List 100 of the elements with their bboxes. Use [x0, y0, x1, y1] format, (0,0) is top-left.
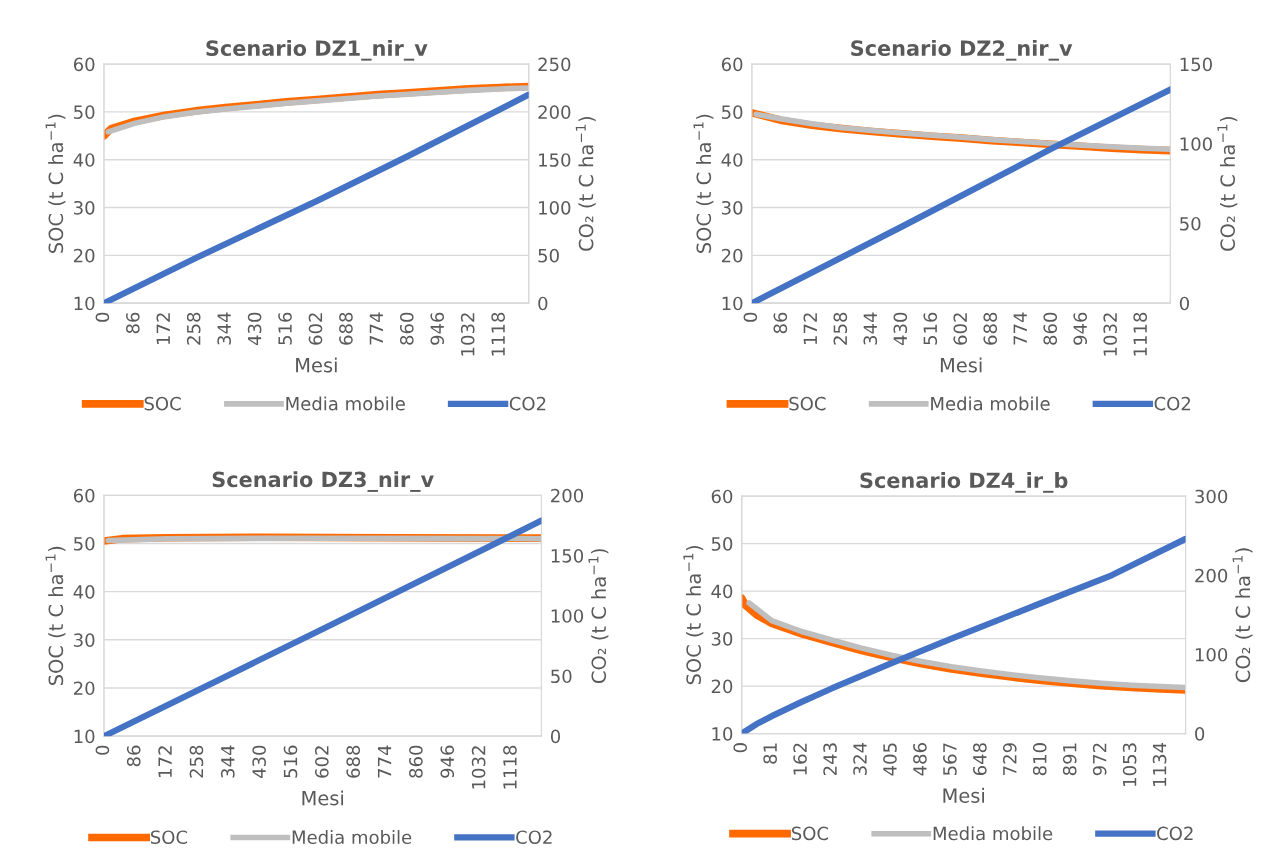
y-tick-label: 40: [711, 584, 733, 599]
x-tick-label: 688: [339, 312, 353, 345]
x-tick-label: 860: [409, 745, 423, 778]
legend-label: CO2: [1157, 826, 1193, 841]
y-axis-title: SOC (t C ha$^{−1}$): [693, 114, 714, 253]
y2-axis-title: CO₂ (t C ha$^{−1}$): [1217, 117, 1238, 251]
x-tick-label: 1053: [1122, 743, 1137, 786]
x-tick-label: 891: [1062, 743, 1077, 776]
y-axis-title: SOC (t C ha$^{−1}$): [683, 545, 704, 685]
x-tick-label: 774: [369, 312, 383, 345]
x-tick-label: 810: [1032, 743, 1047, 776]
x-tick-label: 0: [95, 312, 110, 322]
chart-title: Scenario DZ4_ir_b: [860, 472, 1068, 493]
y-tick-label: 40: [73, 153, 95, 167]
x-tick-label: 0: [743, 312, 758, 322]
x-tick-label: 1118: [1133, 312, 1148, 356]
y-tick-label: 60: [711, 489, 733, 504]
y2-tick-label: 50: [1180, 216, 1201, 231]
chart-title: Scenario DZ1_nir_v: [206, 39, 428, 61]
chart-title: Scenario DZ3_nir_v: [212, 471, 434, 492]
x-tick-label: 243: [823, 743, 837, 776]
y-tick-label: 60: [73, 57, 95, 72]
legend-label: SOC: [789, 396, 826, 411]
x-tick-label: 946: [1073, 312, 1088, 345]
x-tick-label: 729: [1002, 743, 1017, 775]
y2-tick-label: 200: [538, 105, 571, 119]
x-tick-label: 516: [278, 312, 292, 345]
legend-label: CO2: [1154, 396, 1191, 411]
y2-tick-label: 250: [538, 57, 571, 72]
x-tick-label: 86: [126, 312, 140, 334]
x-tick-label: 86: [126, 745, 141, 767]
x-tick-label: 860: [399, 312, 414, 345]
x-tick-label: 0: [733, 743, 748, 753]
y-tick-label: 10: [74, 729, 95, 744]
y2-axis-title: CO₂ (t C ha$^{−1}$): [588, 549, 609, 683]
y-tick-label: 30: [711, 632, 733, 646]
legend-label: Media mobile: [286, 396, 405, 411]
x-tick-label: 405: [883, 743, 897, 776]
y-axis-title: SOC (t C ha$^{−1}$): [45, 546, 66, 686]
y2-tick-label: 100: [551, 609, 584, 623]
y-tick-label: 40: [73, 585, 95, 599]
y2-tick-label: 100: [539, 200, 571, 215]
legend-label: Media mobile: [933, 826, 1053, 841]
y-tick-label: 20: [721, 248, 743, 263]
x-tick-label: 344: [863, 312, 878, 345]
x-tick-label: 344: [220, 745, 235, 778]
x-tick-label: 172: [803, 313, 817, 344]
x-tick-label: 324: [853, 742, 867, 776]
y2-axis-title: CO₂ (t C ha$^{−1}$): [575, 117, 596, 251]
y2-tick-label: 50: [538, 248, 559, 263]
x-tick-label: 567: [943, 743, 957, 775]
x-tick-label: 516: [923, 312, 938, 345]
x-tick-label: 486: [913, 743, 927, 776]
y2-tick-label: 0: [1179, 296, 1189, 311]
legend-label: SOC: [150, 830, 188, 845]
y-tick-label: 10: [722, 296, 743, 311]
x-tick-label: 1118: [503, 745, 517, 789]
y2-tick-label: 300: [1195, 489, 1228, 504]
x-tick-label: 430: [252, 745, 266, 779]
x-tick-label: 81: [763, 743, 777, 764]
y-tick-label: 40: [721, 153, 743, 167]
x-tick-label: 1118: [491, 312, 505, 356]
y-tick-label: 50: [722, 105, 743, 119]
x-tick-label: 430: [893, 312, 908, 346]
y2-axis-title: CO₂ (t C ha$^{−1}$): [1232, 548, 1253, 683]
x-tick-label: 860: [1043, 312, 1058, 345]
legend-label: Media mobile: [931, 396, 1050, 411]
x-tick-label: 0: [95, 745, 110, 755]
x-tick-label: 162: [793, 743, 807, 775]
x-tick-label: 172: [158, 746, 172, 777]
legend-label: CO2: [516, 830, 552, 845]
y-tick-label: 30: [721, 200, 743, 215]
x-tick-label: 774: [1013, 312, 1027, 345]
y2-tick-label: 200: [551, 488, 584, 503]
x-tick-label: 946: [440, 745, 455, 778]
y-axis-title: SOC (t C ha$^{−1}$): [45, 114, 66, 253]
y2-tick-label: 100: [1180, 137, 1212, 151]
y-tick-label: 50: [74, 105, 95, 119]
x-tick-label: 602: [953, 313, 968, 345]
x-tick-label: 648: [973, 743, 987, 776]
x-tick-label: 172: [156, 313, 170, 344]
x-tick-label: 258: [189, 745, 204, 778]
x-tick-label: 430: [247, 312, 262, 346]
x-tick-label: 1032: [1103, 313, 1118, 356]
y-tick-label: 30: [74, 633, 95, 647]
legend-label: Media mobile: [292, 830, 412, 845]
y2-tick-label: 150: [539, 153, 571, 167]
x-axis-title: Mesi: [302, 790, 344, 806]
y2-tick-label: 150: [551, 548, 584, 563]
x-axis-title: Mesi: [296, 357, 337, 373]
x-tick-label: 516: [283, 745, 298, 778]
y-tick-label: 30: [74, 200, 95, 215]
y-tick-label: 10: [712, 727, 733, 741]
y-tick-label: 20: [73, 681, 95, 696]
x-tick-label: 1032: [460, 313, 475, 356]
x-tick-label: 86: [773, 312, 788, 334]
y-tick-label: 20: [73, 248, 95, 263]
x-tick-label: 688: [983, 312, 998, 345]
y-tick-label: 10: [74, 296, 95, 311]
x-tick-label: 602: [308, 313, 323, 345]
